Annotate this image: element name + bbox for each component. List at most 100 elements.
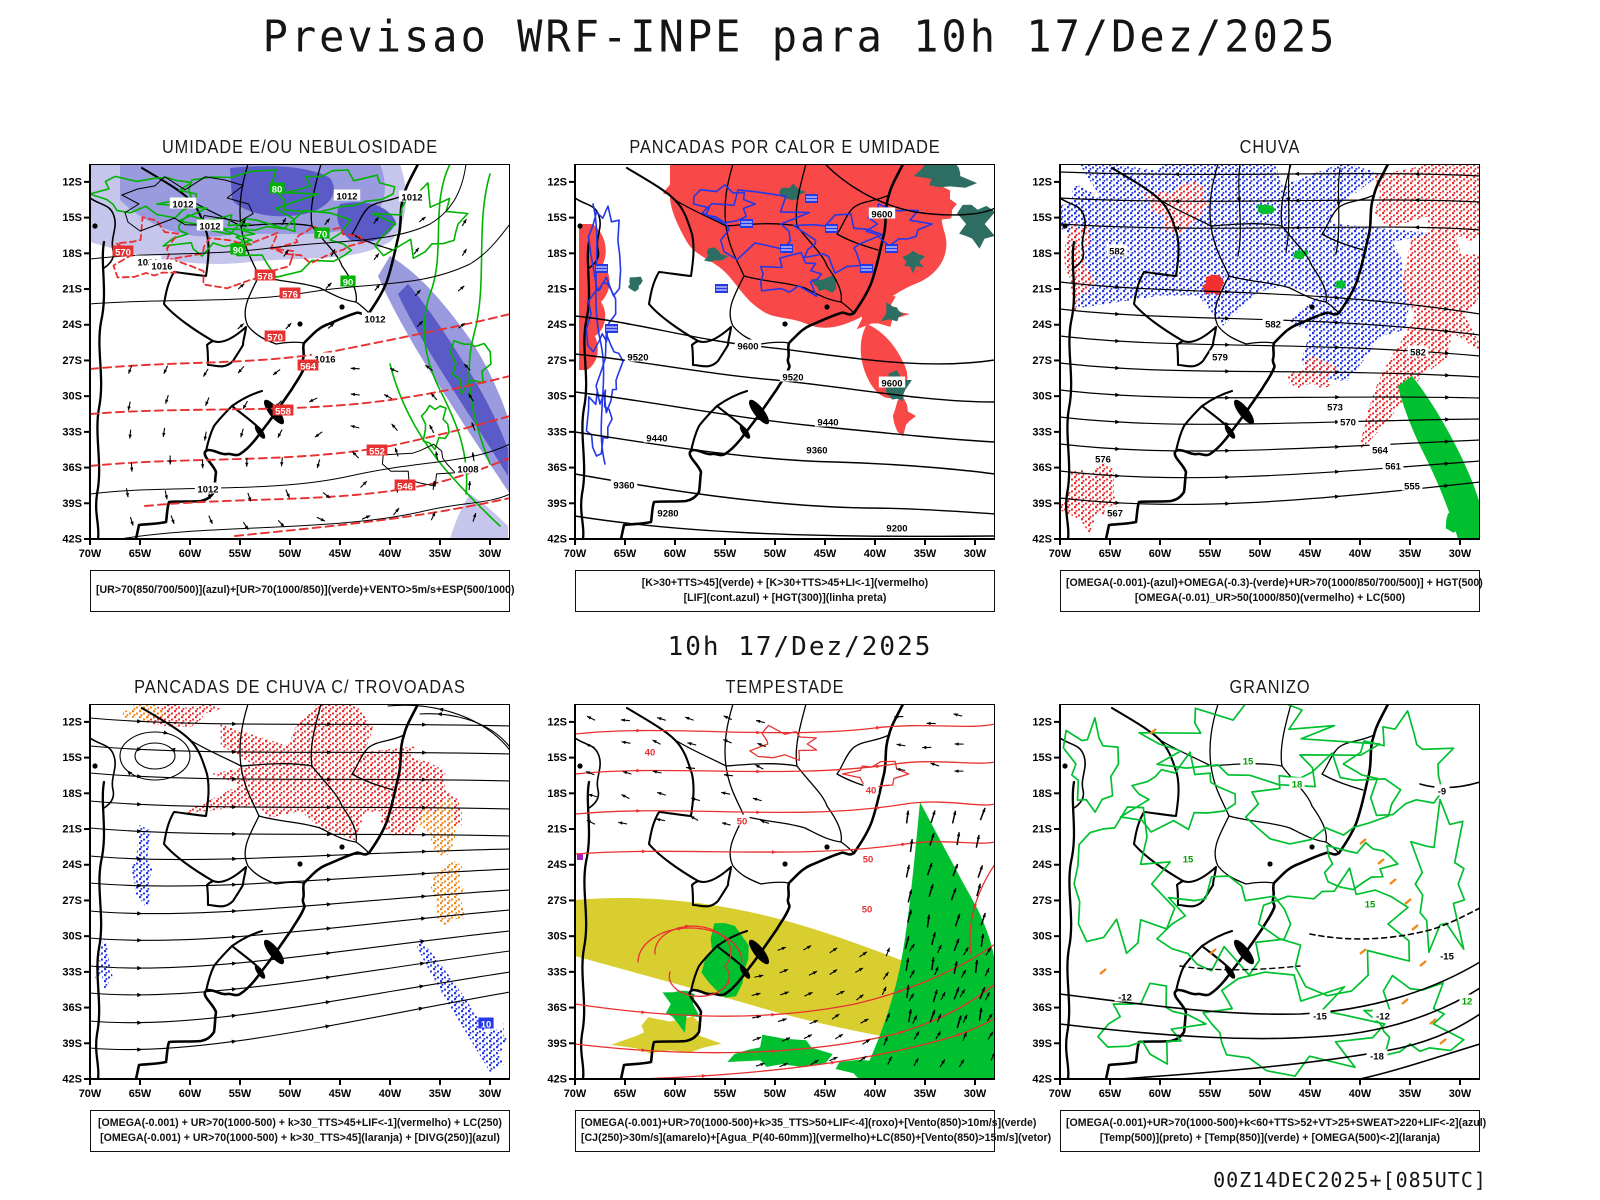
svg-text:15: 15	[1243, 757, 1254, 768]
svg-text:9440: 9440	[817, 418, 838, 429]
svg-text:-9: -9	[1438, 787, 1446, 798]
svg-text:39S: 39S	[1032, 1038, 1052, 1050]
svg-text:70: 70	[317, 230, 328, 241]
legend-line: [OMEGA(-0.01)_UR>50(1000/850)(vermelho) …	[1134, 592, 1406, 604]
svg-text:576: 576	[282, 290, 298, 301]
svg-text:9520: 9520	[782, 373, 803, 384]
svg-text:80: 80	[272, 185, 283, 196]
svg-text:15: 15	[1365, 900, 1376, 911]
svg-text:15S: 15S	[1032, 752, 1052, 764]
svg-text:65W: 65W	[129, 1088, 152, 1100]
svg-text:546: 546	[397, 482, 413, 493]
svg-text:1020: 1020	[137, 258, 158, 269]
svg-text:55W: 55W	[1199, 1088, 1222, 1100]
svg-text:40: 40	[866, 786, 877, 797]
weather-map-tempestade: 40 50 50 40 50 12S 15S 18S 21S 24S 27S 30S 33S 36S 39S…	[547, 704, 995, 1100]
svg-text:552: 552	[369, 447, 385, 458]
panel-title: CHUVA	[1239, 136, 1301, 158]
svg-text:1016: 1016	[314, 355, 335, 366]
legend-line: [LIF](cont.azul) + [HGT(300)](linha pret…	[683, 592, 887, 604]
svg-text:33S: 33S	[62, 426, 82, 438]
svg-text:36S: 36S	[62, 462, 82, 474]
svg-text:-15: -15	[1440, 952, 1454, 963]
weather-map-pancadas-calor: 9600 9600 9600 9520 9520 9440 9440 9360 9360 9280…	[547, 164, 995, 560]
svg-text:55W: 55W	[714, 548, 737, 560]
svg-text:21S: 21S	[547, 284, 567, 296]
svg-text:36S: 36S	[547, 1002, 567, 1014]
svg-text:30W: 30W	[1449, 548, 1472, 560]
svg-text:70W: 70W	[564, 1088, 587, 1100]
svg-text:30S: 30S	[547, 391, 567, 403]
svg-text:9600: 9600	[881, 379, 902, 390]
panel-title: PANCADAS POR CALOR E UMIDADE	[629, 136, 941, 158]
svg-text:65W: 65W	[1099, 548, 1122, 560]
svg-text:27S: 27S	[62, 895, 82, 907]
svg-text:35W: 35W	[429, 1088, 452, 1100]
page-title: Previsao WRF-INPE para 10h 17/Dez/2025	[262, 11, 1338, 62]
svg-text:90: 90	[233, 246, 244, 257]
svg-text:35W: 35W	[914, 1088, 937, 1100]
svg-text:45W: 45W	[814, 548, 837, 560]
svg-text:18S: 18S	[62, 788, 82, 800]
svg-text:9200: 9200	[886, 524, 907, 535]
svg-text:24S: 24S	[547, 319, 567, 331]
svg-text:50W: 50W	[1249, 1088, 1272, 1100]
svg-text:558: 558	[275, 407, 291, 418]
svg-text:39S: 39S	[62, 498, 82, 510]
svg-text:42S: 42S	[1032, 1074, 1052, 1086]
svg-text:21S: 21S	[547, 824, 567, 836]
svg-text:40W: 40W	[864, 1088, 887, 1100]
svg-text:9520: 9520	[627, 353, 648, 364]
panel-title: TEMPESTADE	[725, 676, 845, 698]
svg-text:24S: 24S	[1032, 859, 1052, 871]
legend-line: [OMEGA(-0.001)+UR>70(1000-500)+k<60+TTS>…	[1066, 1116, 1487, 1129]
svg-text:1012: 1012	[172, 200, 193, 211]
svg-text:42S: 42S	[547, 534, 567, 546]
panel-granizo: GRANIZO 15 18 15 15 12 -9 -12 -15 -12 -15 -18 12S 15…	[1032, 677, 1487, 1152]
svg-text:12S: 12S	[1032, 176, 1052, 188]
svg-text:24S: 24S	[62, 319, 82, 331]
svg-text:90: 90	[343, 278, 354, 289]
weather-map-trovoadas: 10 12S 15S 18S 21S 24S 27S 30S 33S 36S 39S 42S 70W 65…	[62, 704, 510, 1100]
svg-text:45W: 45W	[329, 548, 352, 560]
svg-text:582: 582	[1410, 348, 1426, 359]
svg-text:50W: 50W	[279, 1088, 302, 1100]
svg-text:15: 15	[1183, 855, 1194, 866]
svg-text:42S: 42S	[547, 1074, 567, 1086]
svg-text:18S: 18S	[62, 248, 82, 260]
panel-pancadas-calor: PANCADAS POR CALOR E UMIDADE 9600 9600 960…	[547, 136, 995, 612]
svg-text:65W: 65W	[1099, 1088, 1122, 1100]
svg-text:39S: 39S	[547, 1038, 567, 1050]
svg-text:1016: 1016	[151, 262, 172, 273]
svg-text:567: 567	[1107, 509, 1123, 520]
legend-caption: [OMEGA(-0.001)+UR>70(1000-500)+k<60+TTS>…	[1060, 1110, 1487, 1152]
panel-title: UMIDADE E/OU NEBULOSIDADE	[161, 136, 439, 158]
svg-text:18: 18	[1292, 780, 1303, 791]
legend-line: [OMEGA(-0.001)+UR>70(1000-500)+k>35_TTS>…	[581, 1116, 1037, 1129]
svg-text:1012: 1012	[336, 192, 357, 203]
svg-text:33S: 33S	[62, 966, 82, 978]
svg-text:12S: 12S	[547, 176, 567, 188]
svg-text:15S: 15S	[547, 752, 567, 764]
legend-line: [OMEGA(-0.001) + UR>70(1000-500) + k>30_…	[98, 1116, 502, 1129]
svg-text:578: 578	[257, 272, 273, 283]
svg-text:12S: 12S	[62, 716, 82, 728]
svg-text:36S: 36S	[1032, 462, 1052, 474]
legend-line: [UR>70(850/700/500)](azul)+[UR>70(1000/8…	[96, 584, 515, 597]
svg-text:50: 50	[862, 905, 873, 916]
svg-text:70W: 70W	[1049, 1088, 1072, 1100]
svg-text:18S: 18S	[547, 788, 567, 800]
svg-text:-12: -12	[1118, 993, 1132, 1004]
svg-text:30W: 30W	[479, 1088, 502, 1100]
svg-text:582: 582	[1265, 320, 1281, 331]
svg-text:35W: 35W	[1399, 1088, 1422, 1100]
svg-text:40W: 40W	[1349, 1088, 1372, 1100]
svg-text:9280: 9280	[657, 509, 678, 520]
svg-text:21S: 21S	[62, 284, 82, 296]
legend-line: [OMEGA(-0.001)-(azul)+OMEGA(-0.3)-(verde…	[1066, 576, 1483, 589]
svg-text:15S: 15S	[547, 212, 567, 224]
svg-text:45W: 45W	[1299, 1088, 1322, 1100]
svg-text:27S: 27S	[547, 895, 567, 907]
svg-text:30W: 30W	[964, 1088, 987, 1100]
